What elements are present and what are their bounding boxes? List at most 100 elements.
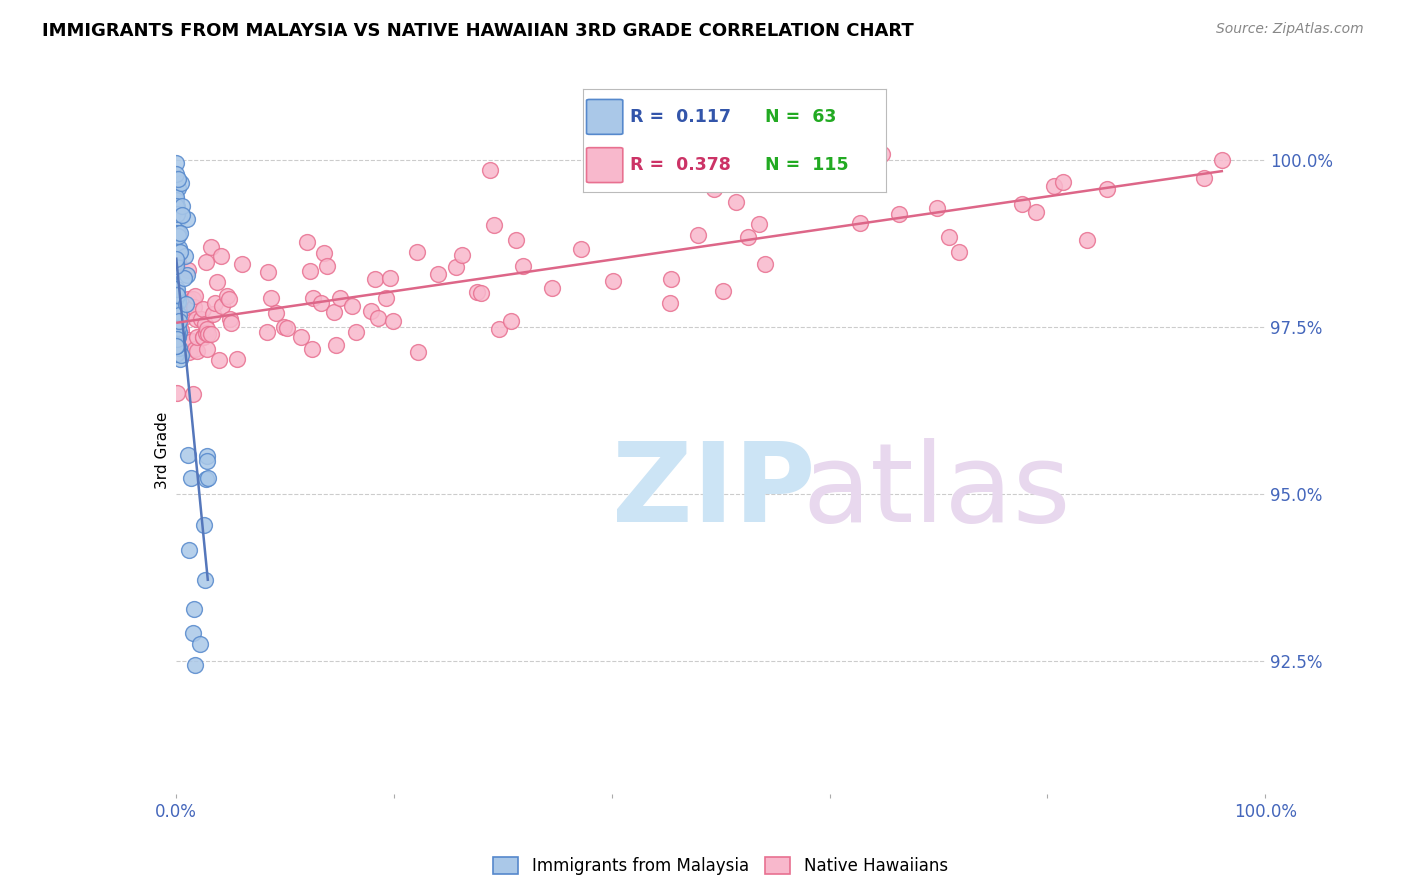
Point bbox=[194, 255, 217, 269]
Point bbox=[186, 312, 208, 326]
Point bbox=[870, 146, 893, 161]
Point bbox=[180, 471, 202, 485]
Point bbox=[194, 317, 217, 331]
Point bbox=[166, 228, 188, 243]
Point bbox=[167, 314, 190, 328]
Point bbox=[938, 230, 960, 244]
Point bbox=[176, 293, 198, 307]
Point bbox=[176, 268, 198, 282]
Point bbox=[298, 264, 321, 278]
Point bbox=[169, 308, 191, 322]
Point bbox=[165, 193, 187, 207]
Point bbox=[169, 305, 191, 319]
Point bbox=[167, 295, 190, 310]
Point bbox=[165, 201, 187, 215]
Point bbox=[181, 626, 204, 640]
Point bbox=[342, 299, 364, 313]
Point bbox=[302, 292, 325, 306]
Point bbox=[166, 288, 188, 302]
Point bbox=[703, 182, 725, 196]
Point bbox=[329, 291, 352, 305]
Point bbox=[165, 190, 187, 204]
Point bbox=[200, 326, 222, 341]
Point bbox=[295, 235, 318, 249]
Text: N =  63: N = 63 bbox=[765, 108, 837, 126]
Point bbox=[184, 657, 207, 672]
Text: N =  115: N = 115 bbox=[765, 156, 848, 174]
Point bbox=[190, 311, 212, 326]
Point bbox=[659, 272, 682, 286]
Point bbox=[186, 344, 208, 359]
Point bbox=[488, 322, 510, 336]
Point bbox=[184, 342, 207, 356]
Point bbox=[737, 229, 759, 244]
Point bbox=[165, 168, 187, 182]
Point bbox=[323, 305, 346, 319]
Point bbox=[172, 199, 194, 213]
Point bbox=[197, 471, 219, 485]
Point bbox=[169, 244, 191, 259]
Point bbox=[260, 291, 283, 305]
Point bbox=[176, 212, 198, 227]
Point bbox=[176, 448, 198, 462]
Point bbox=[541, 281, 564, 295]
Point bbox=[170, 176, 193, 190]
Point bbox=[686, 228, 709, 243]
Point bbox=[167, 172, 190, 186]
Point bbox=[197, 322, 219, 336]
Point bbox=[169, 226, 191, 240]
Point bbox=[375, 291, 398, 305]
Point bbox=[200, 240, 222, 254]
Point bbox=[186, 330, 208, 344]
Point bbox=[191, 330, 214, 344]
Point bbox=[312, 245, 335, 260]
Point bbox=[408, 345, 430, 359]
Point bbox=[169, 352, 191, 367]
Point bbox=[173, 271, 195, 285]
Point bbox=[177, 543, 200, 558]
Point bbox=[479, 163, 502, 178]
Point bbox=[181, 334, 204, 348]
Point bbox=[658, 295, 681, 310]
Point bbox=[166, 332, 188, 346]
Point bbox=[165, 291, 187, 305]
Point bbox=[167, 181, 190, 195]
Point bbox=[197, 326, 219, 341]
Point bbox=[169, 323, 191, 337]
Point bbox=[191, 329, 214, 343]
Legend: Immigrants from Malaysia, Native Hawaiians: Immigrants from Malaysia, Native Hawaiia… bbox=[486, 850, 955, 882]
Point bbox=[166, 202, 188, 217]
Point bbox=[170, 323, 193, 337]
Point bbox=[427, 267, 450, 281]
Text: ZIP: ZIP bbox=[612, 438, 815, 545]
Point bbox=[170, 343, 193, 358]
Point bbox=[165, 338, 187, 352]
Point bbox=[166, 291, 188, 305]
Point bbox=[201, 307, 224, 321]
Point bbox=[165, 156, 187, 170]
Point bbox=[301, 343, 323, 357]
Point bbox=[925, 201, 948, 215]
Point bbox=[165, 252, 187, 266]
Point bbox=[276, 321, 298, 335]
Point bbox=[219, 311, 242, 326]
Point bbox=[177, 344, 200, 359]
Point bbox=[167, 241, 190, 255]
Point bbox=[194, 573, 217, 587]
Point bbox=[465, 285, 488, 299]
Point bbox=[165, 254, 187, 268]
Point bbox=[166, 282, 188, 296]
Point bbox=[167, 321, 190, 335]
Point bbox=[344, 325, 367, 339]
Text: atlas: atlas bbox=[803, 438, 1071, 545]
Point bbox=[165, 338, 187, 352]
Text: R =  0.117: R = 0.117 bbox=[630, 108, 731, 126]
Point bbox=[166, 255, 188, 269]
Point bbox=[176, 333, 198, 347]
Point bbox=[363, 272, 385, 286]
Point bbox=[193, 517, 215, 532]
Point bbox=[231, 257, 253, 271]
Point bbox=[1095, 182, 1118, 196]
Point bbox=[315, 259, 337, 273]
Point bbox=[167, 329, 190, 343]
